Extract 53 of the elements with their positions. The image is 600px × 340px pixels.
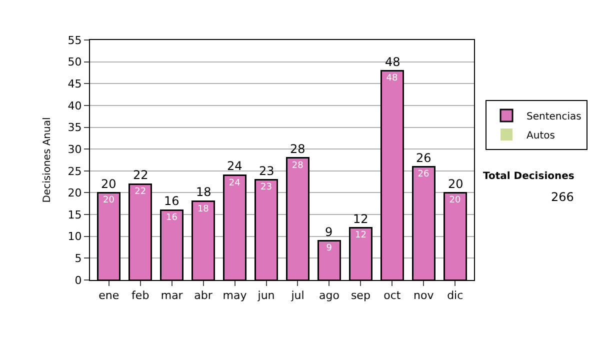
legend-label: Sentencias [526, 111, 582, 122]
x-tick-label: ene [98, 289, 120, 302]
data-label: 48 [386, 74, 398, 84]
data-label: 23 [260, 182, 272, 193]
y-tick-label: 50 [68, 56, 82, 69]
total-label: 48 [385, 55, 400, 69]
x-tick-label: may [222, 289, 248, 302]
text: 266 [551, 190, 574, 204]
y-tick-label: 15 [68, 208, 82, 222]
y-tick-label: 10 [68, 230, 82, 244]
total-label: 22 [133, 168, 148, 182]
x-tick-label: ago [318, 289, 340, 302]
total-label: 26 [416, 151, 432, 165]
y-tick-label: 0 [74, 274, 82, 287]
data-label: 28 [292, 160, 304, 171]
total-label: 24 [227, 159, 242, 173]
data-label: 16 [166, 213, 178, 224]
total-label: 28 [290, 142, 306, 156]
y-tick-label: 45 [68, 77, 82, 90]
data-label: 18 [197, 204, 210, 214]
y-tick-label: 35 [68, 121, 82, 134]
data-label: 22 [134, 187, 146, 197]
text: Total Decisiones [483, 171, 574, 182]
x-tick-label: oct [384, 289, 402, 302]
total-label: 9 [325, 225, 333, 239]
data-label: 20 [449, 196, 461, 206]
x-tick-label: feb [132, 289, 150, 302]
legend-label: Autos [526, 130, 555, 142]
data-label: 26 [418, 170, 430, 180]
total-label: 23 [259, 164, 274, 178]
x-tick-label: sep [350, 289, 370, 302]
total-label: 20 [101, 177, 116, 191]
data-label: 24 [228, 178, 241, 188]
x-tick-label: abr [194, 289, 213, 302]
x-tick-label: nov [414, 289, 434, 302]
total-label: 20 [448, 177, 464, 191]
data-label: 20 [103, 196, 115, 206]
total-label: 12 [353, 212, 368, 226]
y-tick-label: 30 [68, 142, 82, 156]
y-tick-label: 25 [68, 164, 82, 178]
y-axis-title: Decisiones Anual [42, 117, 53, 203]
y-tick-label: 20 [68, 186, 82, 200]
x-tick-label: jul [290, 289, 304, 302]
x-tick-label: mar [160, 289, 184, 302]
x-tick-label: dic [447, 289, 464, 302]
total-label: 18 [196, 185, 212, 199]
data-label: 12 [354, 230, 366, 241]
x-tick-label: jun [256, 289, 275, 302]
total-label: 16 [164, 194, 180, 208]
y-tick-label: 5 [74, 252, 82, 266]
y-tick-label: 55 [68, 34, 82, 47]
data-label: 9 [326, 244, 332, 254]
y-tick-label: 40 [68, 99, 82, 112]
